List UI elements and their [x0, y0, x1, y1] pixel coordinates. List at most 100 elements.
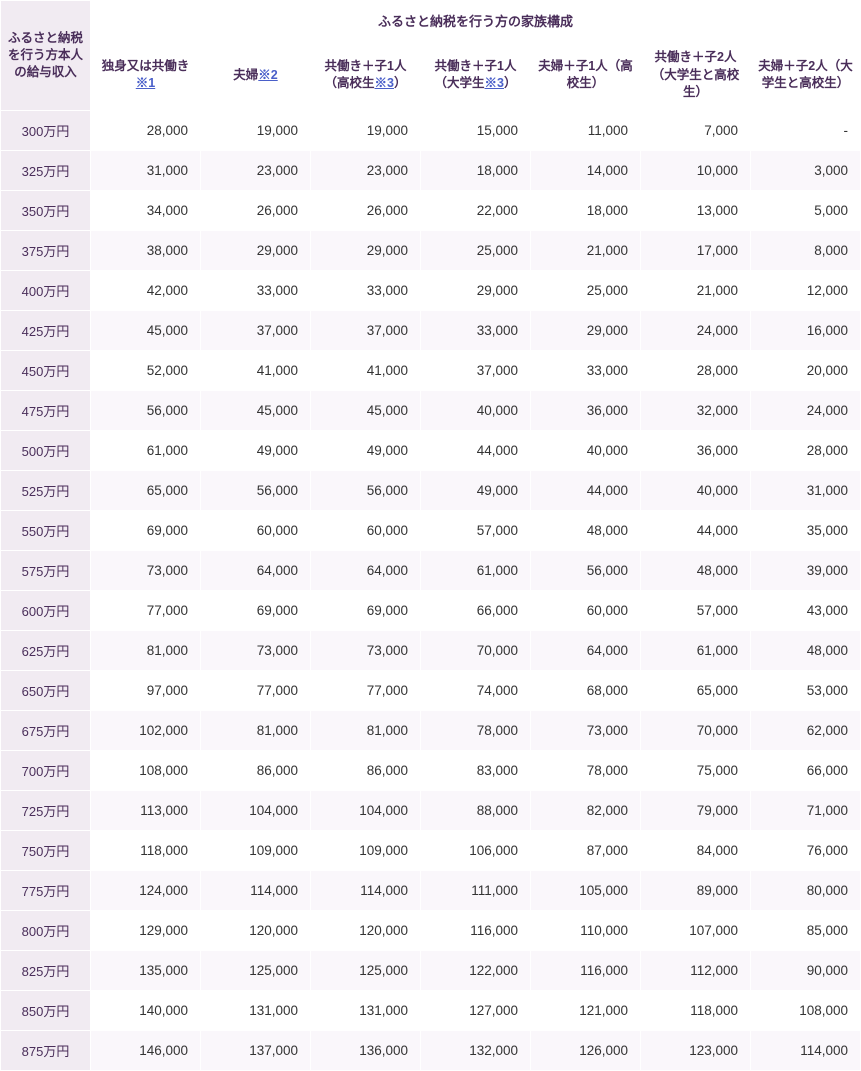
value-cell: 118,000: [91, 830, 201, 870]
value-cell: 41,000: [311, 350, 421, 390]
value-cell: 109,000: [311, 830, 421, 870]
income-row-header: 525万円: [1, 470, 91, 510]
footnote-link[interactable]: ※2: [258, 68, 277, 82]
value-cell: 33,000: [421, 310, 531, 350]
value-cell: 44,000: [531, 470, 641, 510]
income-row-header: 425万円: [1, 310, 91, 350]
value-cell: 31,000: [91, 150, 201, 190]
footnote-link[interactable]: ※3: [485, 76, 504, 90]
value-cell: 37,000: [201, 310, 311, 350]
value-cell: 61,000: [421, 550, 531, 590]
value-cell: 125,000: [201, 950, 311, 990]
value-cell: 40,000: [641, 470, 751, 510]
income-row-header: 475万円: [1, 390, 91, 430]
value-cell: 43,000: [751, 590, 861, 630]
value-cell: 108,000: [751, 990, 861, 1030]
value-cell: 73,000: [201, 630, 311, 670]
value-cell: 21,000: [531, 230, 641, 270]
column-header-label: 独身又は共働き: [102, 59, 190, 73]
table-row: 500万円61,00049,00049,00044,00040,00036,00…: [1, 430, 861, 470]
column-header: 夫婦＋子1人（高校生）: [531, 41, 641, 111]
value-cell: 49,000: [421, 470, 531, 510]
value-cell: 116,000: [531, 950, 641, 990]
value-cell: 77,000: [201, 670, 311, 710]
value-cell: 24,000: [751, 390, 861, 430]
value-cell: 53,000: [751, 670, 861, 710]
value-cell: 78,000: [531, 750, 641, 790]
table-row: 450万円52,00041,00041,00037,00033,00028,00…: [1, 350, 861, 390]
value-cell: 140,000: [91, 990, 201, 1030]
value-cell: 23,000: [311, 150, 421, 190]
value-cell: 44,000: [421, 430, 531, 470]
value-cell: 106,000: [421, 830, 531, 870]
value-cell: 29,000: [531, 310, 641, 350]
value-cell: 69,000: [201, 590, 311, 630]
value-cell: 79,000: [641, 790, 751, 830]
value-cell: 48,000: [531, 510, 641, 550]
value-cell: 14,000: [531, 150, 641, 190]
footnote-link[interactable]: ※1: [136, 76, 155, 90]
column-header-label-post: ）: [504, 76, 517, 90]
value-cell: 28,000: [751, 430, 861, 470]
value-cell: 26,000: [201, 190, 311, 230]
value-cell: 76,000: [751, 830, 861, 870]
row-header-title: ふるさと納税を行う方本人の給与収入: [1, 1, 91, 111]
income-row-header: 300万円: [1, 110, 91, 150]
value-cell: 8,000: [751, 230, 861, 270]
value-cell: 132,000: [421, 1030, 531, 1070]
value-cell: 45,000: [311, 390, 421, 430]
value-cell: 64,000: [531, 630, 641, 670]
value-cell: 65,000: [91, 470, 201, 510]
value-cell: 45,000: [91, 310, 201, 350]
value-cell: 111,000: [421, 870, 531, 910]
value-cell: 60,000: [201, 510, 311, 550]
value-cell: 77,000: [311, 670, 421, 710]
value-cell: 73,000: [91, 550, 201, 590]
value-cell: 70,000: [421, 630, 531, 670]
value-cell: 97,000: [91, 670, 201, 710]
value-cell: 35,000: [751, 510, 861, 550]
table-row: 800万円129,000120,000120,000116,000110,000…: [1, 910, 861, 950]
value-cell: 36,000: [531, 390, 641, 430]
table-row: 625万円81,00073,00073,00070,00064,00061,00…: [1, 630, 861, 670]
income-row-header: 450万円: [1, 350, 91, 390]
value-cell: 131,000: [311, 990, 421, 1030]
value-cell: 52,000: [91, 350, 201, 390]
value-cell: 85,000: [751, 910, 861, 950]
value-cell: 39,000: [751, 550, 861, 590]
value-cell: 29,000: [421, 270, 531, 310]
value-cell: 84,000: [641, 830, 751, 870]
income-row-header: 375万円: [1, 230, 91, 270]
value-cell: 68,000: [531, 670, 641, 710]
value-cell: 29,000: [201, 230, 311, 270]
value-cell: 40,000: [421, 390, 531, 430]
value-cell: 125,000: [311, 950, 421, 990]
value-cell: 17,000: [641, 230, 751, 270]
value-cell: 69,000: [311, 590, 421, 630]
income-row-header: 825万円: [1, 950, 91, 990]
value-cell: 20,000: [751, 350, 861, 390]
value-cell: 37,000: [421, 350, 531, 390]
value-cell: 65,000: [641, 670, 751, 710]
value-cell: 127,000: [421, 990, 531, 1030]
column-header: 独身又は共働き ※1: [91, 41, 201, 111]
value-cell: 104,000: [311, 790, 421, 830]
value-cell: 129,000: [91, 910, 201, 950]
value-cell: 13,000: [641, 190, 751, 230]
footnote-link[interactable]: ※3: [375, 76, 394, 90]
value-cell: 26,000: [311, 190, 421, 230]
value-cell: 110,000: [531, 910, 641, 950]
value-cell: 109,000: [201, 830, 311, 870]
value-cell: 61,000: [91, 430, 201, 470]
value-cell: 146,000: [91, 1030, 201, 1070]
value-cell: 120,000: [201, 910, 311, 950]
table-row: 350万円34,00026,00026,00022,00018,00013,00…: [1, 190, 861, 230]
table-row: 600万円77,00069,00069,00066,00060,00057,00…: [1, 590, 861, 630]
value-cell: 108,000: [91, 750, 201, 790]
column-header-label: 共働き＋子2人（大学生と高校生）: [652, 50, 740, 99]
value-cell: 45,000: [201, 390, 311, 430]
value-cell: 112,000: [641, 950, 751, 990]
value-cell: 56,000: [311, 470, 421, 510]
value-cell: 7,000: [641, 110, 751, 150]
value-cell: 105,000: [531, 870, 641, 910]
